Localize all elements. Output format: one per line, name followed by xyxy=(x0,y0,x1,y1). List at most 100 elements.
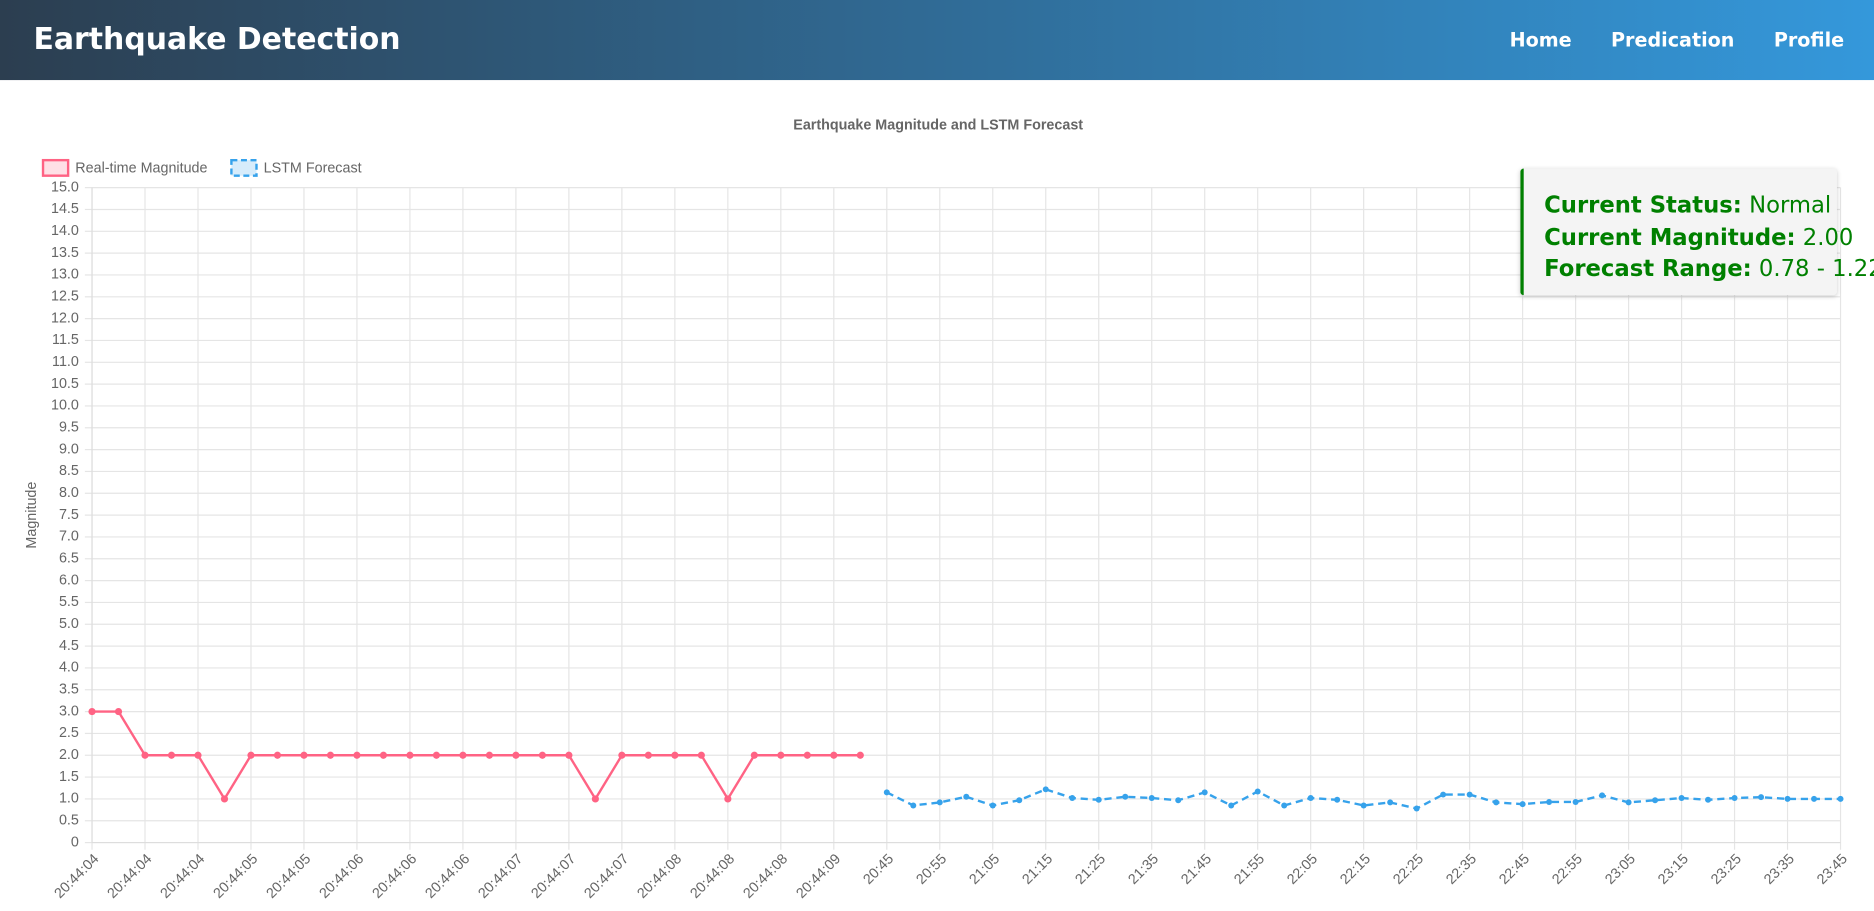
status-label: Forecast Range: xyxy=(1544,255,1752,283)
y-tick-label: 13.5 xyxy=(51,245,79,261)
data-point xyxy=(830,751,838,759)
data-point xyxy=(88,708,96,716)
data-point xyxy=(1440,791,1447,798)
data-point xyxy=(1758,794,1765,801)
data-point xyxy=(459,751,467,759)
x-tick-label: 22:15 xyxy=(1337,851,1374,888)
y-tick-label: 13.0 xyxy=(51,267,79,283)
y-axis-label: Magnitude xyxy=(24,482,40,549)
data-point xyxy=(273,751,282,759)
x-tick-label: 20:44:04 xyxy=(52,851,103,902)
data-point xyxy=(1069,795,1076,802)
data-point xyxy=(989,802,996,809)
data-point xyxy=(1334,796,1341,803)
data-point xyxy=(1784,795,1791,802)
y-tick-label: 11.0 xyxy=(52,354,79,370)
status-line: Current Magnitude: 2.00 xyxy=(1544,222,1853,254)
nav-link[interactable]: Predication xyxy=(1611,28,1735,52)
data-point xyxy=(803,751,811,759)
x-tick-label: 21:35 xyxy=(1125,851,1162,888)
data-point xyxy=(141,751,149,759)
data-point xyxy=(1254,788,1261,795)
x-tick-label: 20:44:04 xyxy=(105,851,156,902)
x-tick-label: 22:35 xyxy=(1443,851,1480,888)
x-tick-label: 21:55 xyxy=(1231,851,1268,888)
x-tick-label: 23:25 xyxy=(1708,851,1745,888)
x-tick-label: 20:44:07 xyxy=(475,851,526,902)
data-point xyxy=(485,751,493,759)
data-point xyxy=(1122,793,1129,800)
y-tick-label: 14.5 xyxy=(51,201,79,217)
data-point xyxy=(1307,795,1314,802)
chart: Earthquake Magnitude and LSTM Forecast Ma… xyxy=(24,117,1851,902)
data-point xyxy=(777,751,785,759)
data-point xyxy=(565,751,573,759)
data-point xyxy=(300,751,308,759)
data-point xyxy=(724,795,732,803)
data-point xyxy=(379,751,388,759)
data-point xyxy=(1705,796,1712,803)
status-value: Normal xyxy=(1749,192,1832,219)
nav-link[interactable]: Home xyxy=(1509,28,1572,52)
y-tick-label: 11.5 xyxy=(52,332,79,348)
data-point xyxy=(671,751,679,759)
data-point xyxy=(750,751,758,759)
x-tick-label: 21:25 xyxy=(1072,851,1109,888)
data-point xyxy=(326,751,335,759)
data-point xyxy=(353,751,361,759)
data-point xyxy=(220,795,229,803)
data-point xyxy=(644,751,652,759)
x-tick-label: 22:05 xyxy=(1284,851,1321,888)
status-label: Current Status: xyxy=(1544,192,1742,219)
y-tick-label: 2.0 xyxy=(59,747,79,763)
legend-swatch xyxy=(41,158,70,177)
data-point xyxy=(1387,799,1394,806)
y-tick-label: 12.0 xyxy=(51,310,79,326)
data-point xyxy=(1466,791,1473,798)
x-tick-label: 20:44:04 xyxy=(158,851,209,902)
data-point xyxy=(1413,805,1420,812)
x-tick-label: 20:44:08 xyxy=(634,851,685,902)
data-point xyxy=(1042,786,1049,793)
x-tick-label: 22:45 xyxy=(1496,851,1533,888)
data-point xyxy=(1016,797,1023,804)
y-tick-label: 0 xyxy=(71,834,79,850)
x-tick-label: 23:35 xyxy=(1761,851,1798,888)
data-point xyxy=(618,751,626,759)
y-tick-label: 4.5 xyxy=(59,638,79,654)
y-tick-label: 3.0 xyxy=(59,703,79,719)
data-point xyxy=(883,789,890,796)
y-tick-label: 8.5 xyxy=(59,463,79,479)
data-point xyxy=(1546,798,1553,805)
y-tick-label: 5.0 xyxy=(59,616,79,632)
x-tick-label: 23:45 xyxy=(1814,851,1851,888)
data-point xyxy=(1281,802,1288,809)
data-point xyxy=(963,793,970,800)
x-tick-label: 22:55 xyxy=(1549,851,1586,888)
x-tick-label: 20:44:09 xyxy=(793,851,844,902)
y-tick-label: 10.0 xyxy=(51,398,79,414)
status-box: Current Status: Normal Current Magnitude… xyxy=(1520,168,1874,296)
x-tick-label: 20:44:08 xyxy=(687,851,738,902)
y-tick-label: 6.5 xyxy=(59,551,79,567)
y-tick-label: 9.0 xyxy=(59,441,79,457)
y-tick-label: 6.0 xyxy=(59,572,79,588)
y-tick-label: 14.0 xyxy=(51,223,79,239)
x-tick-label: 20:44:06 xyxy=(316,851,367,902)
x-tick-label: 20:44:06 xyxy=(422,851,473,902)
data-point xyxy=(194,751,202,759)
x-tick-label: 20:44:08 xyxy=(740,851,791,902)
nav: Home Predication Profile xyxy=(1510,29,1845,52)
x-tick-label: 20:55 xyxy=(913,851,950,888)
status-label: Current Magnitude: xyxy=(1544,224,1796,251)
x-tick-label: 22:25 xyxy=(1390,851,1427,888)
data-point xyxy=(114,708,123,716)
y-tick-label: 15.0 xyxy=(51,179,79,195)
y-tick-label: 10.5 xyxy=(51,376,79,392)
header: Earthquake Detection Home Predication Pr… xyxy=(0,0,1874,81)
nav-link[interactable]: Profile xyxy=(1773,28,1845,52)
y-tick-label: 1.0 xyxy=(59,791,79,807)
data-point xyxy=(1599,792,1606,799)
data-point xyxy=(1519,801,1526,808)
